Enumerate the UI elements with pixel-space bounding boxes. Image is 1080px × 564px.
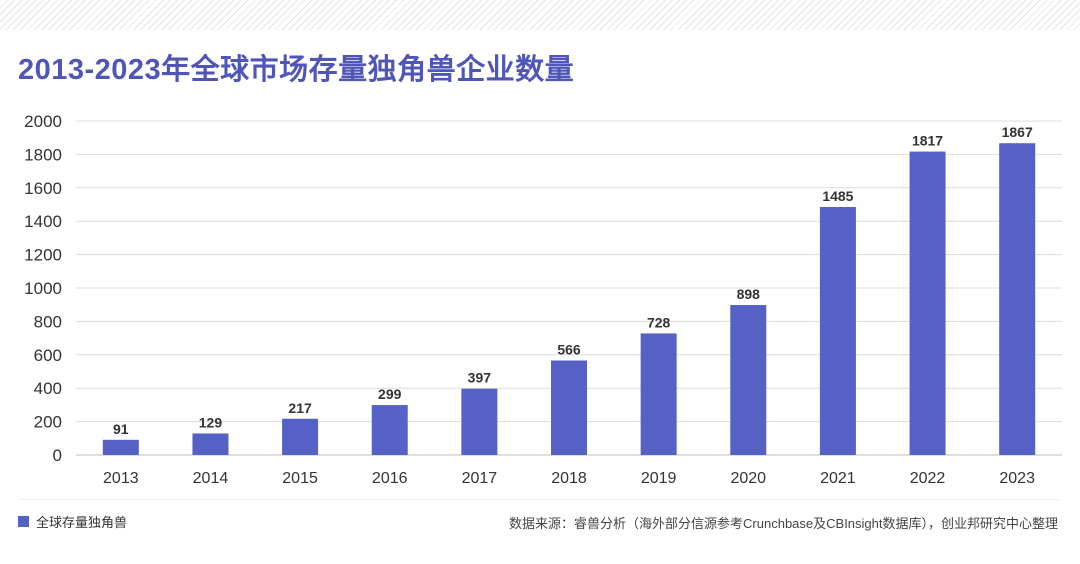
chart-title: 2013-2023年全球市场存量独角兽企业数量	[18, 54, 575, 86]
bar-2021	[819, 207, 856, 455]
legend: 全球存量独角兽	[18, 512, 127, 531]
legend-swatch	[18, 516, 29, 527]
y-tick-label: 800	[34, 312, 62, 331]
data-label-2018: 566	[557, 341, 581, 357]
data-label-2016: 299	[378, 386, 402, 402]
y-tick-label: 600	[34, 346, 62, 365]
bars	[102, 143, 1036, 455]
bar-2023	[999, 143, 1036, 455]
footer-divider	[18, 499, 1060, 500]
bar-2022	[909, 151, 946, 455]
source-note: 数据来源：睿兽分析（海外部分信源参考Crunchbase及CBInsight数据…	[509, 516, 1058, 531]
y-tick-label: 200	[34, 413, 62, 432]
x-tick-label: 2016	[372, 470, 408, 487]
x-tick-label: 2021	[820, 470, 856, 487]
gridlines	[76, 120, 1062, 456]
bar-2016	[371, 405, 408, 455]
data-label-2014: 129	[199, 414, 223, 430]
x-tick-label: 2017	[462, 470, 498, 487]
data-label-2022: 1817	[912, 133, 943, 149]
y-tick-label: 1600	[24, 179, 62, 198]
y-tick-label: 1400	[24, 212, 62, 231]
y-tick-label: 1200	[24, 246, 62, 265]
data-label-2019: 728	[647, 314, 671, 330]
y-tick-label: 400	[34, 379, 62, 398]
bar-2015	[282, 418, 319, 455]
x-tick-label: 2015	[282, 470, 318, 487]
bar-2017	[461, 388, 498, 455]
data-labels: 91 129 217 299 397 566 728 898 1485 1817 1867	[113, 124, 1033, 437]
x-tick-label: 2019	[641, 470, 677, 487]
header-stripe	[0, 0, 1080, 30]
x-tick-label: 2013	[103, 470, 139, 487]
data-label-2015: 217	[288, 400, 312, 416]
y-tick-label: 2000	[24, 112, 62, 131]
legend-label: 全球存量独角兽	[36, 515, 128, 530]
data-label-2023: 1867	[1002, 124, 1033, 140]
x-axis-ticks: 2013 2014 2015 2016 2017 2018 2019 2020 2021 2022…	[103, 470, 1035, 487]
bar-2014	[192, 433, 229, 455]
x-tick-label: 2023	[999, 470, 1035, 487]
bar-2019	[640, 333, 677, 455]
x-tick-label: 2022	[910, 470, 946, 487]
data-label-2013: 91	[113, 421, 129, 437]
y-tick-label: 1000	[24, 279, 62, 298]
bar-2020	[730, 305, 767, 455]
data-label-2017: 397	[468, 370, 492, 386]
y-tick-label: 1800	[24, 145, 62, 164]
bar-chart: 0 200 400 600 800 1000 1200 1400 1600 1800 2000 91…	[24, 112, 1062, 487]
x-tick-label: 2014	[193, 470, 229, 487]
bar-2018	[551, 360, 587, 455]
y-axis-ticks: 0 200 400 600 800 1000 1200 1400 1600 1800 2000	[24, 112, 62, 465]
data-label-2020: 898	[737, 286, 761, 302]
y-tick-label: 0	[53, 446, 62, 465]
data-label-2021: 1485	[822, 188, 853, 204]
bar-2013	[102, 439, 139, 455]
x-tick-label: 2020	[730, 470, 766, 487]
x-tick-label: 2018	[551, 470, 587, 487]
